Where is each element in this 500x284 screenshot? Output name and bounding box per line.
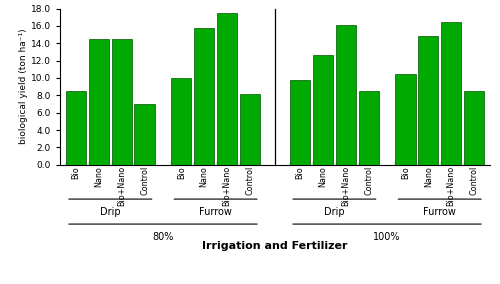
Bar: [441, 162, 461, 165]
Bar: [336, 162, 356, 165]
Text: 80%: 80%: [152, 232, 174, 243]
Bar: [290, 80, 310, 165]
Bar: [336, 25, 356, 165]
Bar: [134, 162, 154, 165]
Bar: [418, 36, 438, 165]
Bar: [418, 162, 438, 165]
Bar: [358, 91, 378, 165]
Bar: [464, 162, 484, 165]
Bar: [134, 104, 154, 165]
Bar: [217, 13, 237, 165]
Text: 100%: 100%: [374, 232, 401, 243]
Bar: [194, 162, 214, 165]
Bar: [240, 162, 260, 165]
Bar: [112, 39, 132, 165]
Text: Furrow: Furrow: [424, 207, 456, 218]
Bar: [396, 74, 415, 165]
Bar: [290, 162, 310, 165]
Bar: [172, 162, 192, 165]
Text: Furrow: Furrow: [199, 207, 232, 218]
Bar: [464, 91, 484, 165]
Bar: [89, 162, 109, 165]
Bar: [358, 162, 378, 165]
Bar: [313, 162, 333, 165]
Bar: [66, 162, 86, 165]
Bar: [240, 93, 260, 165]
X-axis label: Irrigation and Fertilizer: Irrigation and Fertilizer: [202, 241, 348, 251]
Bar: [89, 39, 109, 165]
Bar: [194, 28, 214, 165]
Bar: [112, 162, 132, 165]
Y-axis label: biological yield (ton ha⁻¹): biological yield (ton ha⁻¹): [19, 29, 28, 145]
Bar: [66, 91, 86, 165]
Bar: [396, 162, 415, 165]
Bar: [313, 55, 333, 165]
Text: Drip: Drip: [324, 207, 344, 218]
Text: Drip: Drip: [100, 207, 120, 218]
Bar: [172, 78, 192, 165]
Bar: [441, 22, 461, 165]
Bar: [217, 162, 237, 165]
